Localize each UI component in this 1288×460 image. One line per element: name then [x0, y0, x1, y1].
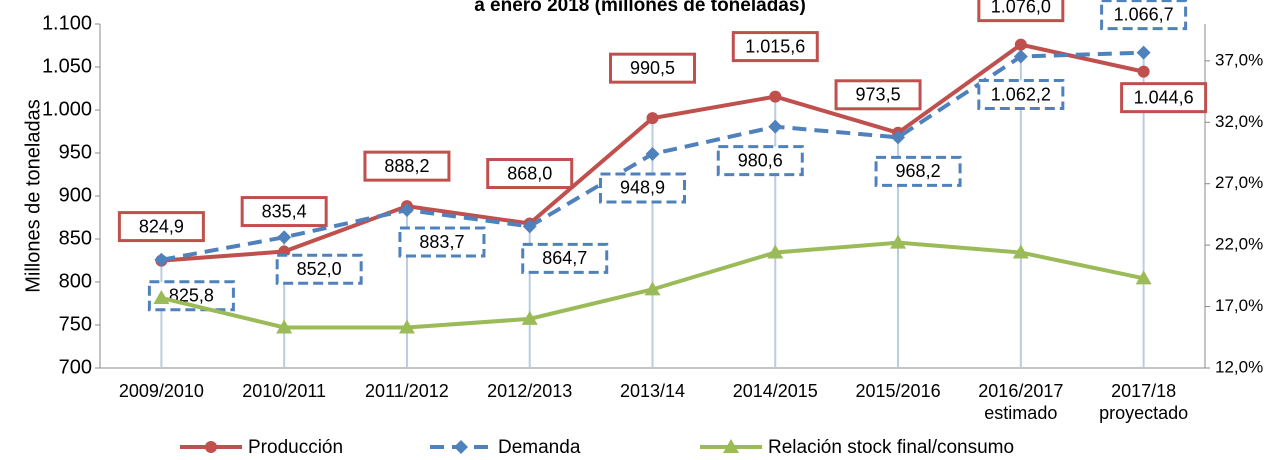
- data-label: 852,0: [297, 259, 342, 279]
- x-tick-label: 2014/2015: [732, 381, 818, 401]
- label-box: [486, 158, 574, 190]
- data-label: 968,2: [896, 161, 941, 181]
- label-box: [716, 145, 804, 177]
- label-box: [398, 226, 486, 258]
- point: [1136, 45, 1151, 60]
- y2-tick-label: 32,0%: [1215, 112, 1263, 131]
- data-label: 1.076,0: [991, 0, 1051, 16]
- data-label: 868,0: [507, 163, 552, 183]
- point: [153, 289, 170, 304]
- data-label: 824,9: [139, 216, 184, 236]
- point: [769, 90, 782, 103]
- y-tick-label: 950: [59, 141, 92, 163]
- data-label: 864,7: [542, 248, 587, 268]
- point: [277, 230, 292, 245]
- y-tick-label: 850: [59, 227, 92, 249]
- label-box: [609, 52, 696, 84]
- label-box: [240, 196, 328, 228]
- y-tick-label: 1.000: [42, 98, 92, 120]
- label-box: [275, 253, 363, 285]
- chart-title: a enero 2018 (millones de toneladas): [474, 0, 806, 16]
- legend-marker: [723, 439, 739, 453]
- point: [522, 219, 537, 234]
- point: [646, 112, 659, 125]
- point: [398, 319, 415, 334]
- x-tick-label: 2017/18 proyectado: [1099, 381, 1189, 423]
- label-box: [599, 172, 686, 204]
- y-tick-label: 900: [59, 184, 92, 206]
- y2-tick-label: 17,0%: [1215, 296, 1263, 315]
- data-label: 948,9: [620, 178, 665, 198]
- data-label: 1.044,6: [1134, 87, 1194, 107]
- label-box: [117, 211, 205, 243]
- x-tick-label: 2009/2010: [118, 381, 204, 401]
- point: [891, 130, 906, 145]
- y-tick-label: 700: [59, 356, 92, 378]
- y-tick-label: 750: [59, 313, 92, 335]
- data-label: 883,7: [419, 232, 464, 252]
- y-tick-label: 800: [59, 270, 92, 292]
- label-box: [1120, 82, 1208, 114]
- point: [890, 234, 907, 249]
- data-label: 973,5: [856, 85, 901, 105]
- data-label: 980,6: [738, 150, 783, 170]
- label-box: [731, 31, 819, 63]
- x-tick-label: 2015/2016: [855, 381, 941, 401]
- point: [767, 244, 784, 259]
- point: [1013, 49, 1028, 64]
- point: [644, 281, 661, 296]
- y-tick-label: 1.050: [42, 55, 92, 77]
- y2-tick-label: 27,0%: [1215, 173, 1263, 192]
- x-tick-label: 2011/2012: [365, 381, 449, 401]
- y-tick-label: 1.100: [42, 12, 92, 34]
- data-label: 1.015,6: [745, 36, 805, 56]
- point: [768, 119, 783, 134]
- label-box: [977, 0, 1065, 23]
- label-box: [363, 150, 451, 182]
- legend-marker: [205, 441, 217, 453]
- point: [1014, 38, 1027, 51]
- y-axis-label: Millones de toneladas: [22, 99, 44, 292]
- legend-label: Producción: [248, 437, 343, 458]
- x-tick-label: 2012/2013: [487, 381, 573, 401]
- y2-tick-label: 12,0%: [1215, 357, 1263, 376]
- y2-tick-label: 22,0%: [1215, 235, 1263, 254]
- x-tick-label: 2013/14: [619, 381, 686, 401]
- legend-label: Relación stock final/consumo: [768, 437, 1014, 458]
- label-box: [1100, 0, 1188, 31]
- point: [154, 252, 169, 267]
- label-box: [521, 242, 609, 274]
- point: [521, 310, 538, 325]
- point: [1137, 65, 1150, 78]
- legend-marker: [454, 440, 468, 454]
- point: [276, 319, 293, 334]
- label-box: [977, 79, 1065, 111]
- data-label: 888,2: [384, 156, 429, 176]
- point: [1012, 244, 1029, 259]
- data-label: 1.066,7: [1114, 4, 1174, 24]
- y2-tick-label: 37,0%: [1215, 50, 1263, 69]
- data-label: 990,5: [630, 58, 675, 78]
- label-box: [834, 79, 922, 111]
- point: [1135, 270, 1152, 285]
- label-box: [874, 155, 962, 187]
- data-label: 1.062,2: [991, 84, 1051, 104]
- x-tick-label: 2010/2011: [242, 381, 327, 401]
- legend-label: Demanda: [498, 437, 581, 458]
- x-tick-label: 2016/2017 estimado: [978, 381, 1064, 423]
- point: [645, 146, 660, 161]
- data-label: 835,4: [262, 201, 307, 221]
- point: [399, 203, 414, 218]
